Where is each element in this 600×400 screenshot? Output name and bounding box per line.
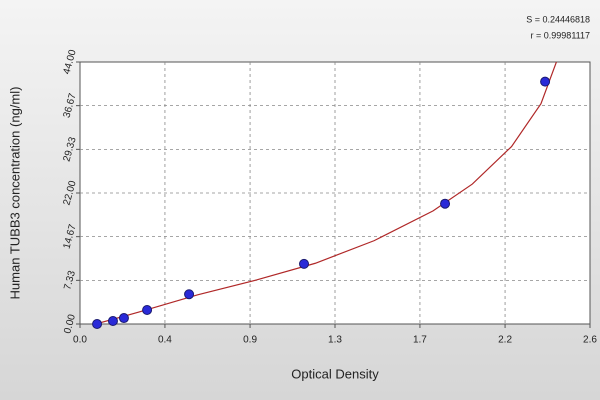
fit-curve xyxy=(95,62,558,324)
x-tick-label: 2.2 xyxy=(498,335,512,346)
annotation: S = 0.24446818 xyxy=(526,14,590,24)
data-point xyxy=(299,258,310,269)
x-tick-label: 0.4 xyxy=(158,335,172,346)
x-tick-label: 1.7 xyxy=(413,335,427,346)
annotation: r = 0.99981117 xyxy=(531,30,590,40)
data-point xyxy=(540,76,551,87)
y-axis-label: Human TUBB3 concentration (ng/ml) xyxy=(7,87,22,300)
data-point xyxy=(440,198,451,209)
x-tick-label: 0.0 xyxy=(73,335,87,346)
data-point xyxy=(184,289,195,300)
data-point xyxy=(107,316,118,327)
data-point xyxy=(118,313,129,324)
data-point xyxy=(142,305,153,316)
x-tick-label: 0.9 xyxy=(243,335,257,346)
y-tick-label: 7.33 xyxy=(62,269,78,291)
x-axis-label: Optical Density xyxy=(291,366,379,381)
y-tick-label: 0.00 xyxy=(62,313,78,335)
data-point xyxy=(92,319,103,329)
plot-layer xyxy=(95,62,558,324)
x-tick-label: 2.6 xyxy=(583,335,597,346)
x-tick-label: 1.3 xyxy=(328,335,342,346)
